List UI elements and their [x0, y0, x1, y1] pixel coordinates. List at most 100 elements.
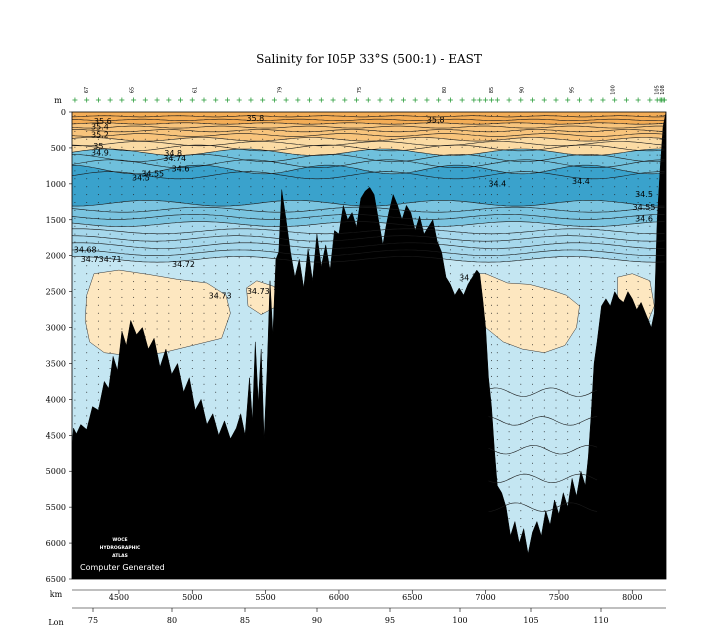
- sample-point: [97, 375, 99, 377]
- sample-point: [180, 375, 181, 377]
- sample-point: [532, 225, 533, 227]
- sample-point: [496, 368, 498, 369]
- sample-point: [309, 123, 311, 124]
- sample-point: [520, 265, 522, 267]
- sample-point: [74, 375, 76, 377]
- sample-point: [649, 257, 651, 259]
- sample-point: [144, 178, 146, 180]
- sample-point: [262, 289, 264, 290]
- sample-point: [491, 281, 492, 283]
- sample-point: [285, 115, 287, 117]
- sample-point: [543, 194, 545, 196]
- sample-point: [567, 281, 569, 283]
- sample-point: [133, 281, 135, 283]
- sample-point: [520, 178, 522, 180]
- sample-point: [238, 217, 240, 219]
- sample-point: [637, 123, 639, 124]
- sample-point: [403, 123, 404, 124]
- contour-line: [72, 141, 665, 147]
- sample-point: [637, 146, 639, 148]
- sample-point: [180, 257, 181, 259]
- sample-point: [203, 162, 205, 164]
- sample-point: [637, 296, 639, 298]
- sample-point: [625, 289, 627, 290]
- sample-point: [485, 146, 487, 148]
- station-number-label: 65: [130, 87, 136, 93]
- sample-point: [479, 194, 481, 196]
- sample-point: [508, 431, 510, 433]
- sample-point: [590, 225, 592, 227]
- plot-frame: [71, 111, 667, 580]
- contour-label: 34.7: [81, 255, 99, 264]
- sample-point: [97, 328, 99, 330]
- sample-point: [144, 115, 146, 117]
- sample-point: [250, 170, 252, 172]
- sample-point: [238, 407, 240, 409]
- sample-point: [356, 186, 357, 188]
- sample-point: [156, 296, 158, 298]
- sample-point: [133, 320, 135, 322]
- sample-point: [485, 209, 487, 211]
- sample-point: [590, 304, 592, 306]
- sample-point: [144, 217, 146, 219]
- sample-point: [625, 225, 627, 227]
- sample-point: [285, 146, 287, 148]
- contour-label: 35: [93, 142, 103, 151]
- sample-point: [227, 217, 228, 219]
- sample-point: [614, 115, 616, 117]
- sample-point: [590, 336, 592, 338]
- sample-point: [543, 328, 545, 330]
- sample-point: [227, 368, 228, 369]
- sample-point: [590, 194, 592, 196]
- sample-point: [555, 281, 557, 283]
- sample-point: [496, 328, 498, 330]
- sample-point: [520, 154, 522, 156]
- sample-point: [555, 273, 557, 275]
- sample-point: [367, 162, 369, 164]
- sample-point: [403, 194, 404, 196]
- sample-point: [508, 154, 510, 156]
- sample-point: [168, 154, 170, 156]
- sample-point: [520, 415, 522, 417]
- sample-point: [496, 265, 498, 267]
- sample-point: [579, 320, 580, 322]
- sample-point: [250, 391, 252, 393]
- sample-point: [532, 526, 533, 528]
- sample-point: [656, 194, 658, 196]
- sample-point: [661, 123, 663, 124]
- sample-point: [543, 407, 545, 409]
- sample-point: [567, 470, 569, 472]
- sample-point: [320, 170, 322, 172]
- sample-point: [491, 289, 492, 290]
- sample-point: [144, 186, 146, 188]
- sample-point: [262, 360, 264, 362]
- sample-point: [414, 123, 416, 124]
- sample-point: [86, 202, 88, 203]
- sample-point: [496, 439, 498, 441]
- sample-point: [180, 225, 181, 227]
- contour-line: [72, 171, 665, 180]
- sample-point: [602, 289, 604, 290]
- sample-point: [496, 130, 498, 132]
- sample-point: [250, 138, 252, 140]
- longitude-tick-label: 80: [167, 616, 177, 625]
- contour-line: [72, 242, 665, 249]
- sample-point: [168, 130, 170, 132]
- sample-point: [180, 217, 181, 219]
- sample-point: [649, 178, 651, 180]
- sample-point: [438, 123, 440, 124]
- sample-point: [250, 115, 252, 117]
- sample-point: [520, 170, 522, 172]
- contour-label: 34.73: [209, 291, 232, 300]
- sample-point: [625, 217, 627, 219]
- station-number-label: 79: [278, 87, 284, 93]
- sample-point: [109, 265, 111, 267]
- sample-point: [273, 138, 275, 140]
- sample-point: [438, 154, 440, 156]
- sample-point: [168, 312, 170, 314]
- sample-point: [543, 265, 545, 267]
- sample-point: [262, 328, 264, 330]
- sample-point: [97, 194, 99, 196]
- sample-point: [320, 130, 322, 132]
- sample-point: [555, 115, 557, 117]
